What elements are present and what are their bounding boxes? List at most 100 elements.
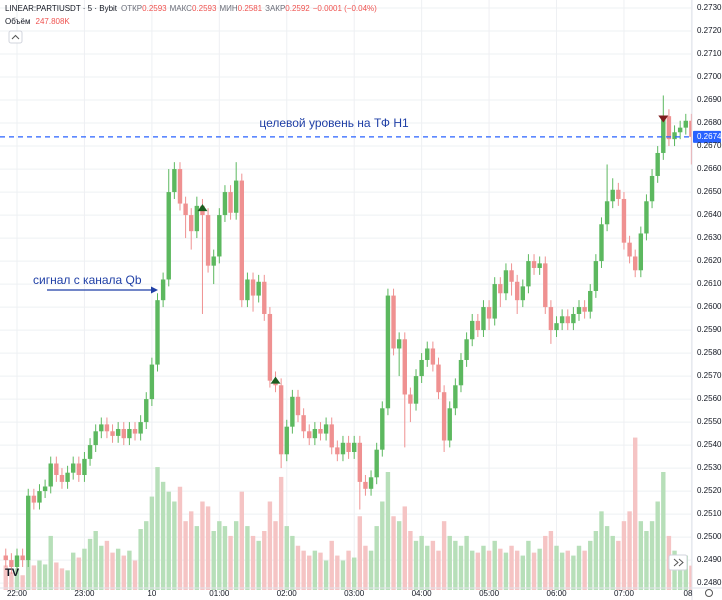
volume-bar (683, 555, 688, 590)
ohlc-value: 0.2592 (285, 4, 310, 13)
candle-body (3, 555, 8, 561)
candle-body (222, 192, 228, 216)
candle-body (683, 120, 688, 128)
candle-body (155, 300, 160, 365)
y-tick-label: 0.2590 (697, 325, 722, 334)
y-tick-label: 0.2540 (697, 440, 722, 449)
volume-bar (391, 516, 396, 590)
x-tick-label: 04:00 (412, 589, 433, 598)
candle-body (26, 495, 31, 561)
ohlc-value: 0.2581 (238, 4, 263, 13)
volume-bar (430, 540, 436, 590)
candle-body (655, 152, 660, 176)
candle-body (138, 422, 143, 434)
candle-body (93, 431, 98, 446)
candle-body (71, 463, 76, 473)
y-tick-label: 0.2550 (697, 417, 722, 426)
ohlc-label: МИН (219, 4, 237, 13)
arrow-head (151, 286, 158, 294)
volume-bar (87, 538, 93, 590)
volume-bar (37, 560, 42, 590)
signal-marker (658, 115, 669, 123)
volume-bar (486, 550, 492, 590)
candle-body (144, 399, 149, 423)
y-tick-label: 0.2620 (697, 256, 722, 265)
y-tick-label: 0.2610 (697, 279, 722, 288)
volume-bar (380, 501, 385, 590)
volume-bar (250, 535, 256, 590)
volume-bar (531, 552, 537, 590)
volume-bar (363, 545, 368, 590)
scroll-icon (673, 558, 684, 567)
volume-bar (307, 555, 312, 590)
candle-body (357, 442, 363, 482)
candle-body (441, 392, 447, 441)
volume-bar (565, 550, 570, 590)
volume-bar (222, 526, 228, 590)
volume-bar (205, 506, 211, 590)
volume-bar (554, 545, 559, 590)
volume-bar (475, 552, 481, 590)
ohlc-label: ЗАКР (265, 4, 285, 13)
settings-button[interactable] (705, 589, 713, 597)
x-tick-label: 02:00 (277, 589, 298, 598)
volume-bar (9, 572, 14, 590)
volume-bar (82, 548, 87, 590)
volume-bar (301, 550, 306, 590)
volume-bar (520, 555, 525, 590)
y-tick-label: 0.2710 (697, 49, 722, 58)
volume-bar (582, 550, 587, 590)
volume-bar (543, 535, 548, 590)
collapse-button[interactable] (8, 30, 23, 44)
y-tick-label: 0.2700 (697, 72, 722, 81)
volume-bar (110, 552, 115, 590)
volume-bar (458, 545, 464, 590)
y-tick-label: 0.2730 (697, 3, 722, 12)
candle-body (565, 316, 570, 324)
ohlc-label: ОТКР (121, 4, 142, 13)
volume-bar (312, 550, 318, 590)
y-tick-label: 0.2520 (697, 486, 722, 495)
y-tick-label: 0.2480 (697, 578, 722, 587)
candle-body (48, 463, 53, 487)
candle-body (177, 169, 183, 204)
candle-body (649, 175, 655, 202)
candle-body (543, 263, 548, 308)
y-tick-label: 0.2570 (697, 371, 722, 380)
y-tick-label: 0.2630 (697, 233, 722, 242)
volume-bar (689, 565, 692, 590)
candle-body (256, 281, 261, 296)
volume-bar (408, 531, 413, 590)
candle-body (621, 198, 627, 243)
volume-bar (239, 491, 244, 590)
y-tick-label: 0.2600 (697, 302, 722, 311)
x-tick-label: 05:00 (479, 589, 500, 598)
volume-bar (295, 545, 301, 590)
candle-body (677, 127, 683, 133)
volume-bar (48, 535, 53, 590)
volume-bar (99, 545, 104, 590)
volume-bar (177, 486, 183, 590)
volume-bar (138, 529, 143, 590)
volume-bar (571, 555, 576, 590)
volume-bar (160, 481, 166, 590)
volume-bar (576, 545, 582, 590)
candle-body (307, 431, 312, 439)
volume-bar (621, 521, 627, 590)
y-tick-label: 0.2670 (697, 141, 722, 150)
candle-body (14, 555, 20, 567)
candle-body (374, 449, 379, 478)
candles (3, 95, 692, 574)
x-tick-label: 10 (147, 589, 156, 598)
candle-body (250, 279, 256, 296)
candle-body (217, 215, 222, 257)
volume-bar (441, 521, 447, 590)
volume-bar (548, 531, 554, 590)
volume-pane (3, 437, 692, 590)
volume-bar (31, 565, 37, 590)
price-label-box (693, 130, 721, 143)
volume-bar (396, 521, 402, 590)
volume-bar (498, 548, 503, 590)
candle-body (610, 189, 615, 202)
volume-bar (335, 555, 340, 590)
